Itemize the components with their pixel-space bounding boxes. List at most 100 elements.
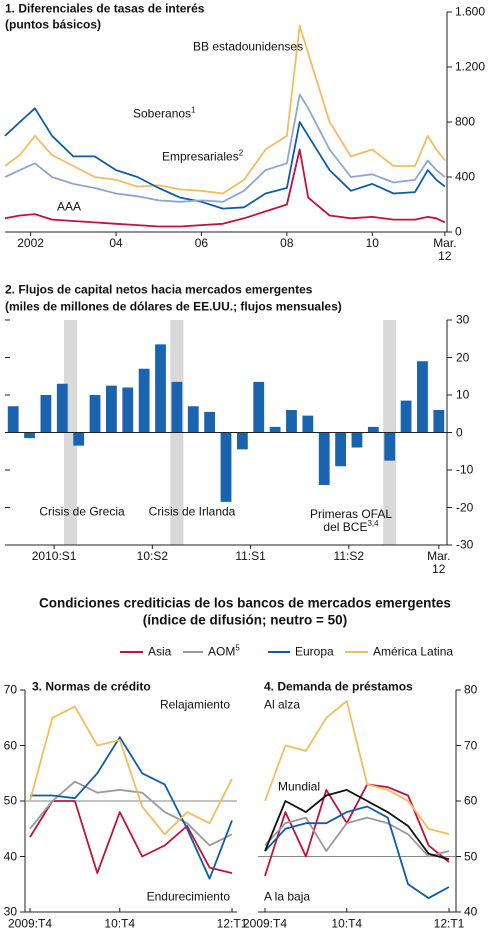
series-line xyxy=(264,816,450,858)
annotation-superscript: 3,4 xyxy=(367,519,379,528)
legend-label-text: Europa xyxy=(295,644,334,659)
annotation-text: Crisis de Irlanda xyxy=(148,504,236,519)
annotation: Relajamiento xyxy=(159,697,230,712)
legend-label-superscript: 5 xyxy=(235,643,240,653)
x-tick-label: 10:S2 xyxy=(136,549,169,563)
bar xyxy=(155,344,166,433)
bar xyxy=(56,383,68,433)
y-tick-label: 60 xyxy=(3,738,17,752)
bar xyxy=(187,406,199,433)
legend-label: Europa xyxy=(295,644,334,659)
bar xyxy=(40,395,52,433)
y-tick-label: 50 xyxy=(3,793,17,808)
y-tick-label: 800 xyxy=(455,114,476,129)
bar xyxy=(351,432,363,448)
bar xyxy=(7,406,19,433)
bar xyxy=(400,400,412,433)
y-tick-label: -20 xyxy=(456,500,474,514)
y-tick-label: 80 xyxy=(464,682,478,697)
bar xyxy=(286,410,297,433)
series-label-superscript: 2 xyxy=(238,148,244,158)
series-label: Soberanos1 xyxy=(133,106,196,121)
x-tick-label: 04 xyxy=(109,236,123,250)
x-tick-label: 2002 xyxy=(17,236,44,250)
x-tick-label: 10 xyxy=(365,236,379,250)
x-tick-label: 10:T4 xyxy=(331,916,363,931)
legend-label-text: Asia xyxy=(148,644,172,659)
y-tick-label: 30 xyxy=(3,904,17,919)
legend-label: América Latina xyxy=(373,644,454,659)
annotation-text: Crisis de Grecia xyxy=(39,504,125,519)
y-tick-label: 60 xyxy=(464,793,478,808)
series-line xyxy=(4,93,446,203)
chart-title: 1. Diferenciales de tasas de interés xyxy=(5,1,205,16)
bar xyxy=(220,432,232,502)
y-tick-label: 0 xyxy=(455,224,462,239)
chart-title: 4. Demanda de préstamos xyxy=(264,679,413,694)
legend-label: AOM5 xyxy=(208,643,240,659)
x-tick-label: 10:T4 xyxy=(104,916,136,931)
y-tick-label: 70 xyxy=(464,738,478,752)
y-tick-label: 0 xyxy=(456,425,463,439)
legend-label-text: AOM xyxy=(208,644,236,659)
series-line xyxy=(4,24,446,195)
y-tick-label: 400 xyxy=(455,169,476,184)
annotation: Crisis de Grecia xyxy=(39,504,125,519)
series-line xyxy=(264,805,450,899)
series-line xyxy=(264,783,450,877)
bar xyxy=(204,411,216,433)
x-tick-label: 11:S2 xyxy=(333,549,364,563)
x-tick-label: 12:T1 xyxy=(433,916,465,931)
series-line xyxy=(264,789,450,861)
x-tick-label: 06 xyxy=(194,236,209,250)
series-label: Empresariales2 xyxy=(162,148,244,164)
bar xyxy=(335,432,346,467)
series-label-text: BB estadounidenses xyxy=(193,39,304,54)
y-tick-label: 50 xyxy=(464,849,478,863)
annotation: A la baja xyxy=(264,889,311,904)
y-tick-label: 10 xyxy=(456,387,470,402)
series-label-text: Empresariales xyxy=(162,149,239,164)
annotation: Crisis de Irlanda xyxy=(148,504,236,519)
chart-title: 3. Normas de crédito xyxy=(32,679,151,694)
bar xyxy=(236,432,248,450)
bar xyxy=(106,385,117,433)
y-tick-label: 40 xyxy=(464,904,478,919)
chart-title: 2. Flujos de capital netos hacia mercado… xyxy=(5,282,313,297)
bar xyxy=(384,432,396,461)
x-tick-label: Mar. 12 xyxy=(433,236,457,263)
series-label-text: Soberanos xyxy=(133,106,192,121)
annotation-text: Primeras OFAL del BCE xyxy=(309,507,393,534)
y-tick-label: 30 xyxy=(456,312,470,327)
annotation: Al alza xyxy=(264,697,301,712)
x-tick-label: 11:S1 xyxy=(235,549,266,563)
y-tick-label: 40 xyxy=(3,849,17,863)
series-line xyxy=(29,780,233,847)
legend-label-text: América Latina xyxy=(373,644,454,659)
y-tick-label: 1.200 xyxy=(455,59,486,74)
series-line xyxy=(264,700,450,836)
series-label: BB estadounidenses xyxy=(193,39,304,54)
bar xyxy=(24,432,35,439)
bar xyxy=(433,410,445,433)
bar xyxy=(253,381,265,433)
series-line xyxy=(4,148,446,228)
chart-subtitle: (miles de millones de dólares de EE.UU.;… xyxy=(5,299,342,314)
x-tick-label: 08 xyxy=(280,236,294,250)
bar xyxy=(367,426,379,433)
bar xyxy=(89,395,101,433)
section-title: Condiciones crediticias de los bancos de… xyxy=(39,595,451,611)
series-line xyxy=(29,705,233,836)
y-tick-label: 70 xyxy=(3,682,17,697)
series-label: AAA xyxy=(57,200,81,214)
y-tick-label: 20 xyxy=(456,350,470,364)
series-line xyxy=(29,800,233,874)
series-label: Mundial xyxy=(278,779,321,794)
bar xyxy=(417,361,428,433)
annotation: Primeras OFAL del BCE3,4 xyxy=(303,508,399,534)
bar xyxy=(318,432,330,485)
bar xyxy=(171,381,183,433)
x-tick-label: Mar. 12 xyxy=(427,549,451,576)
